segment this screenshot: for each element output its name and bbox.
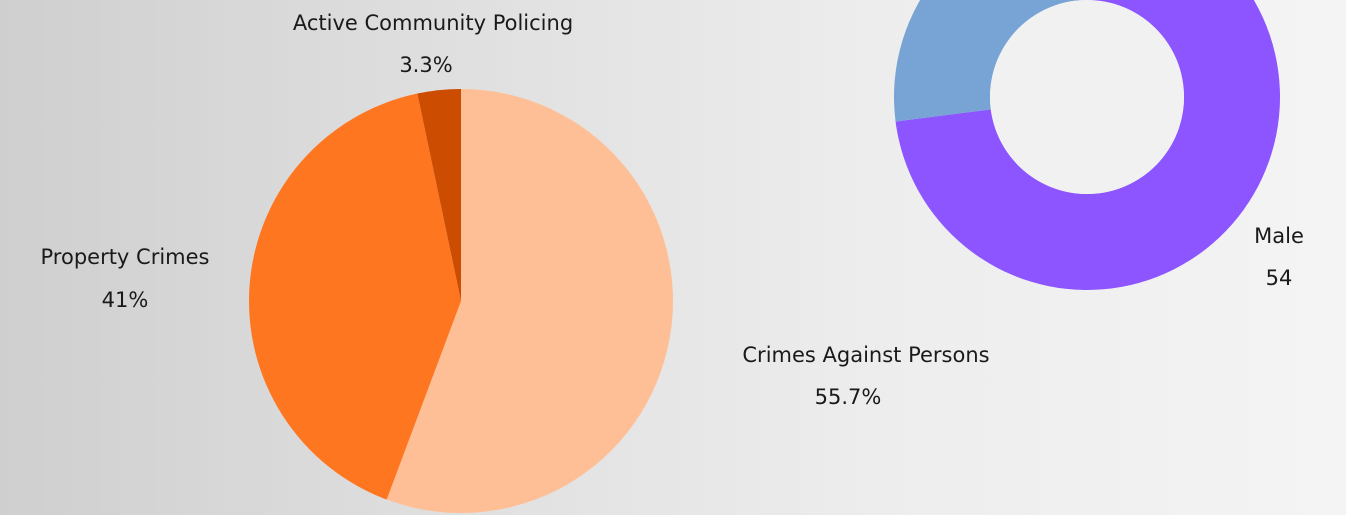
label-male: Male	[1254, 224, 1304, 248]
donut-hole	[990, 0, 1184, 194]
pie-slice-crimes-against-persons	[386, 89, 673, 513]
label-active-community-policing: Active Community Policing	[293, 11, 573, 35]
label-property-crimes: Property Crimes	[41, 245, 210, 269]
gender-donut-labels: Male 54	[1254, 224, 1304, 290]
gender-donut-chart	[894, 0, 1280, 290]
donut-slice-1	[894, 0, 1087, 122]
label-crimes-against-persons: Crimes Against Persons	[742, 343, 989, 367]
crime-pie-labels: Crimes Against Persons 55.7% Property Cr…	[41, 11, 990, 409]
pie-slice-property-crimes	[248, 93, 461, 500]
value-property-crimes: 41%	[102, 288, 149, 312]
value-crimes-against-persons: 55.7%	[815, 385, 882, 409]
pie-slice-active-community-policing	[417, 89, 461, 301]
value-active-community-policing: 3.3%	[399, 53, 452, 77]
value-male: 54	[1266, 266, 1293, 290]
crime-pie-chart	[248, 89, 673, 513]
donut-slice-male	[895, 0, 1280, 290]
